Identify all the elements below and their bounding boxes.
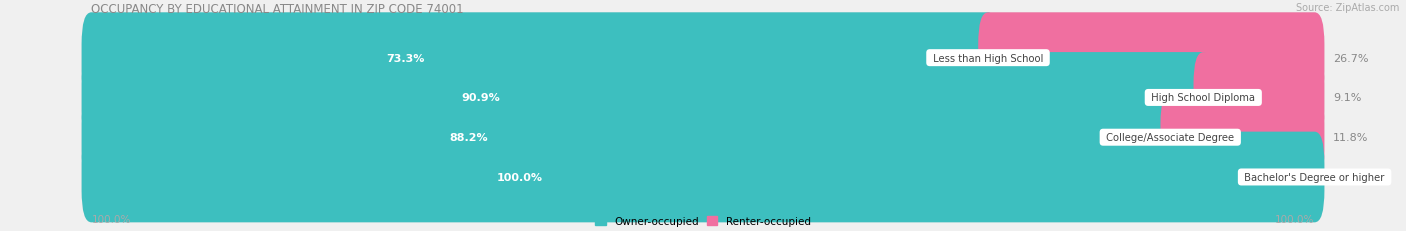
Text: OCCUPANCY BY EDUCATIONAL ATTAINMENT IN ZIP CODE 74001: OCCUPANCY BY EDUCATIONAL ATTAINMENT IN Z… xyxy=(91,3,464,16)
FancyBboxPatch shape xyxy=(82,13,1324,103)
FancyBboxPatch shape xyxy=(979,13,1324,103)
FancyBboxPatch shape xyxy=(82,132,1324,222)
FancyBboxPatch shape xyxy=(1194,53,1324,143)
Text: 100.0%: 100.0% xyxy=(1275,214,1315,224)
Text: Less than High School: Less than High School xyxy=(929,53,1046,63)
Text: Source: ZipAtlas.com: Source: ZipAtlas.com xyxy=(1295,3,1399,13)
FancyBboxPatch shape xyxy=(82,53,1213,143)
FancyBboxPatch shape xyxy=(82,13,998,103)
Text: Bachelor's Degree or higher: Bachelor's Degree or higher xyxy=(1241,172,1388,182)
Text: 100.0%: 100.0% xyxy=(496,172,543,182)
FancyBboxPatch shape xyxy=(1160,92,1324,183)
Text: 0.0%: 0.0% xyxy=(1333,172,1361,182)
FancyBboxPatch shape xyxy=(82,92,1180,183)
Legend: Owner-occupied, Renter-occupied: Owner-occupied, Renter-occupied xyxy=(595,216,811,226)
Text: 26.7%: 26.7% xyxy=(1333,53,1368,63)
Text: 88.2%: 88.2% xyxy=(450,133,488,143)
Text: 9.1%: 9.1% xyxy=(1333,93,1361,103)
FancyBboxPatch shape xyxy=(82,53,1324,143)
Text: College/Associate Degree: College/Associate Degree xyxy=(1104,133,1237,143)
FancyBboxPatch shape xyxy=(82,132,1324,222)
FancyBboxPatch shape xyxy=(82,92,1324,183)
Text: 11.8%: 11.8% xyxy=(1333,133,1368,143)
Text: 100.0%: 100.0% xyxy=(91,214,131,224)
Text: High School Diploma: High School Diploma xyxy=(1149,93,1258,103)
Text: 90.9%: 90.9% xyxy=(461,93,501,103)
Text: 73.3%: 73.3% xyxy=(387,53,425,63)
